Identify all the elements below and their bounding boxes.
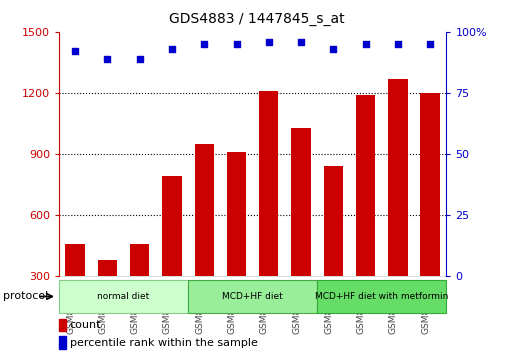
Text: GSM878119: GSM878119 — [163, 279, 172, 334]
Text: percentile rank within the sample: percentile rank within the sample — [70, 338, 258, 348]
Text: GSM878122: GSM878122 — [260, 279, 269, 334]
Bar — [97, 260, 117, 337]
Point — [329, 46, 338, 52]
Text: GSM878120: GSM878120 — [195, 279, 204, 334]
Text: GSM878127: GSM878127 — [421, 279, 430, 334]
Text: GDS4883 / 1447845_s_at: GDS4883 / 1447845_s_at — [169, 12, 344, 27]
Bar — [130, 244, 149, 337]
Bar — [59, 319, 66, 331]
Point — [200, 41, 208, 47]
Point — [71, 48, 79, 54]
Text: count: count — [70, 320, 102, 330]
Text: GSM878124: GSM878124 — [324, 279, 333, 334]
Bar — [194, 144, 214, 337]
Point — [168, 46, 176, 52]
Point — [135, 56, 144, 62]
Text: GSM878125: GSM878125 — [357, 279, 366, 334]
Bar — [324, 166, 343, 337]
Bar — [388, 79, 407, 337]
Text: protocol: protocol — [3, 291, 48, 302]
Bar — [59, 336, 66, 349]
FancyBboxPatch shape — [317, 280, 446, 313]
Point — [103, 56, 111, 62]
Text: MCD+HF diet with metformin: MCD+HF diet with metformin — [315, 292, 448, 301]
Text: normal diet: normal diet — [97, 292, 150, 301]
Text: GSM878123: GSM878123 — [292, 279, 301, 334]
Text: GSM878121: GSM878121 — [227, 279, 236, 334]
Text: GSM878116: GSM878116 — [66, 279, 75, 334]
Bar — [227, 152, 246, 337]
Bar — [421, 93, 440, 337]
Point — [297, 39, 305, 45]
Bar — [356, 95, 376, 337]
Point — [265, 39, 273, 45]
Text: GSM878118: GSM878118 — [131, 279, 140, 334]
Point — [232, 41, 241, 47]
Bar — [66, 244, 85, 337]
Text: GSM878117: GSM878117 — [98, 279, 107, 334]
Text: GSM878126: GSM878126 — [389, 279, 398, 334]
FancyBboxPatch shape — [59, 280, 188, 313]
Point — [426, 41, 435, 47]
FancyBboxPatch shape — [188, 280, 317, 313]
Point — [362, 41, 370, 47]
Text: MCD+HF diet: MCD+HF diet — [222, 292, 283, 301]
Bar — [162, 176, 182, 337]
Point — [394, 41, 402, 47]
Bar — [259, 91, 279, 337]
Bar — [291, 127, 311, 337]
